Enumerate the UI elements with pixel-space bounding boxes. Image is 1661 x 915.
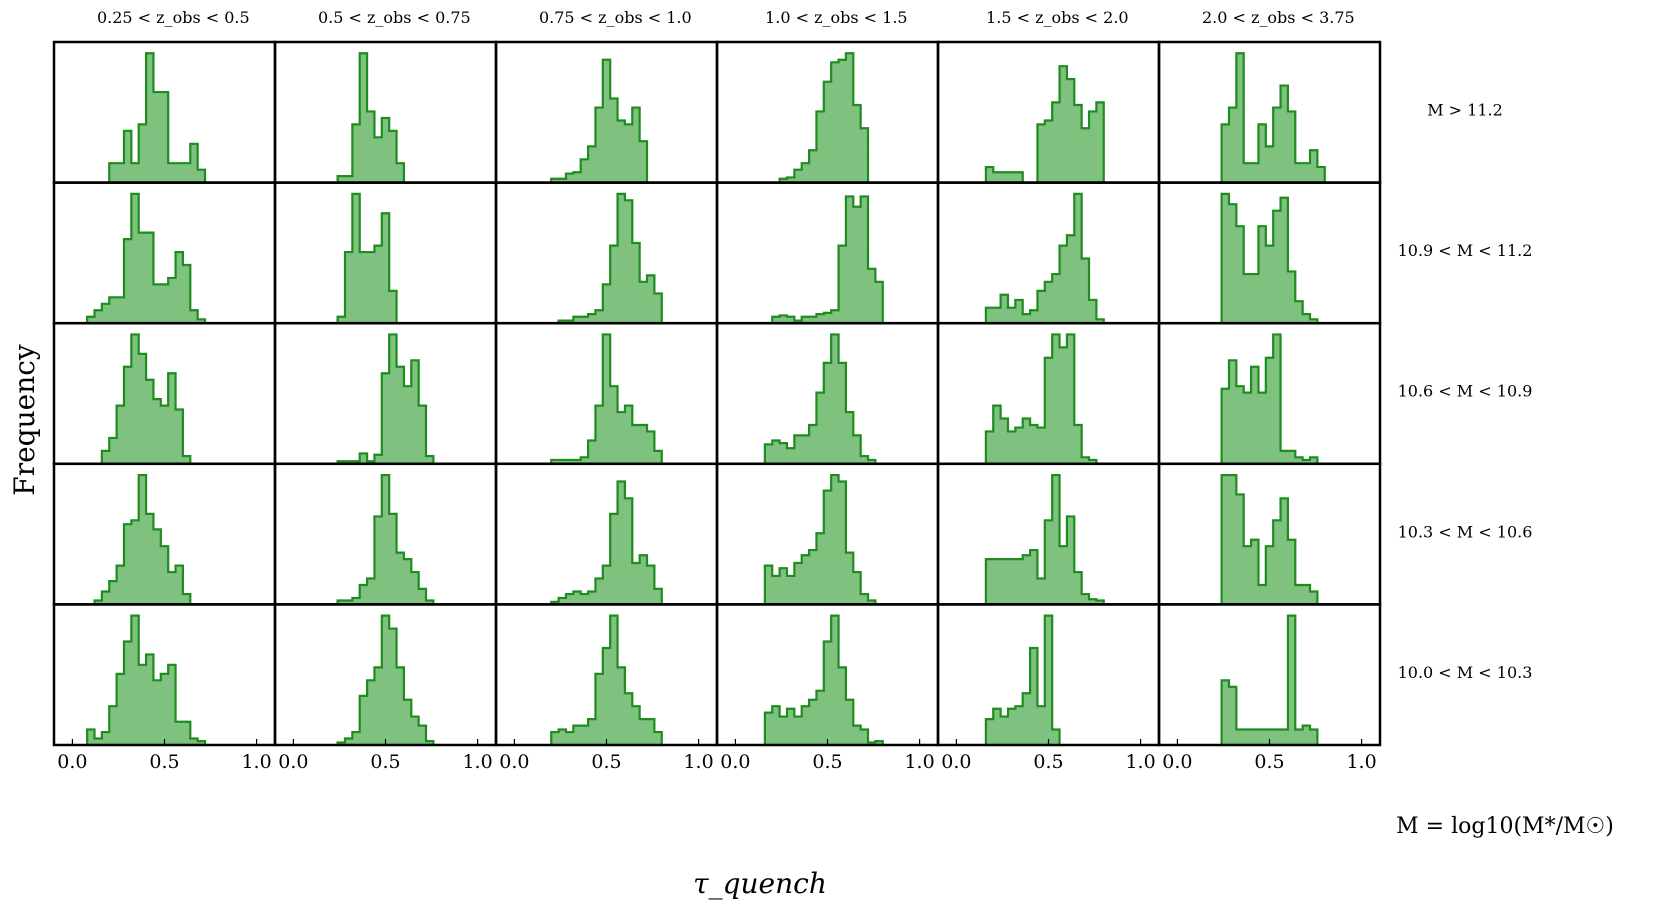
histogram-r0-c5 xyxy=(1220,52,1326,184)
x-tick-label: 0.5 xyxy=(1254,751,1284,773)
panel-r4-c2 xyxy=(494,603,719,747)
panel-r1-c2 xyxy=(494,181,719,325)
histogram-r1-c4 xyxy=(984,192,1105,325)
x-tick-label: 1.0 xyxy=(241,751,271,773)
panel-r1-c1 xyxy=(273,181,498,325)
column-titles: 0.25 < z_obs < 0.5 0.5 < z_obs < 0.75 0.75… xyxy=(97,8,1355,27)
x-tick-label: 0.0 xyxy=(499,751,529,773)
x-tick-label: 1.0 xyxy=(1125,751,1155,773)
histogram-r2-c2 xyxy=(550,333,663,465)
x-tick-label: 0.5 xyxy=(149,751,179,773)
column-title: 2.0 < z_obs < 3.75 xyxy=(1202,8,1355,27)
y-axis-label: Frequency xyxy=(8,344,41,496)
panel-r3-c4 xyxy=(936,462,1161,606)
panel-r1-c0 xyxy=(52,181,277,325)
histogram-r0-c1 xyxy=(336,52,406,184)
histogram-r0-c3 xyxy=(778,52,870,184)
histogram-r1-c2 xyxy=(557,192,663,325)
histogram-r2-c0 xyxy=(100,333,192,465)
row-labels: M > 11.2 10.9 < M < 11.2 10.6 < M < 10.9 10… xyxy=(1398,100,1533,681)
column-title: 1.5 < z_obs < 2.0 xyxy=(986,8,1129,27)
histogram-r1-c0 xyxy=(86,192,207,325)
panel-r2-c2 xyxy=(494,321,719,466)
row-label: 10.6 < M < 10.9 xyxy=(1398,382,1533,401)
panel-r4-c4 xyxy=(936,603,1161,747)
panel-r4-c0 xyxy=(52,603,277,747)
panel-r2-c3 xyxy=(715,321,940,466)
histogram-r2-c5 xyxy=(1220,333,1319,465)
histogram-r4-c5 xyxy=(1220,614,1319,747)
x-tick-label: 1.0 xyxy=(683,751,713,773)
column-title: 0.75 < z_obs < 1.0 xyxy=(539,8,692,27)
panel-r4-c5 xyxy=(1157,603,1382,747)
x-tick-label: 0.0 xyxy=(278,751,308,773)
x-tick-label: 0.5 xyxy=(1033,751,1063,773)
x-tick-label: 1.0 xyxy=(462,751,492,773)
panel-r0-c1 xyxy=(273,40,498,184)
panel-r3-c5 xyxy=(1157,462,1382,606)
panel-r3-c0 xyxy=(52,462,277,606)
row-label: 10.9 < M < 11.2 xyxy=(1398,241,1533,260)
x-tick-label: 0.0 xyxy=(720,751,750,773)
panel-r3-c3 xyxy=(715,462,940,606)
panel-r0-c5 xyxy=(1157,40,1382,184)
panel-r2-c1 xyxy=(273,321,498,466)
histogram-r3-c5 xyxy=(1220,473,1319,606)
x-tick-label: 0.0 xyxy=(57,751,87,773)
x-axis-label: τ_quench xyxy=(693,867,827,900)
column-title: 1.0 < z_obs < 1.5 xyxy=(765,8,908,27)
panels-layer xyxy=(52,40,1382,747)
panel-r3-c2 xyxy=(494,462,719,606)
histogram-r4-c1 xyxy=(336,614,435,747)
panel-r1-c5 xyxy=(1157,181,1382,325)
histogram-r4-c0 xyxy=(86,614,207,747)
x-tick-label: 0.5 xyxy=(812,751,842,773)
histogram-r1-c3 xyxy=(771,195,884,325)
panel-r3-c1 xyxy=(273,462,498,606)
panel-r1-c3 xyxy=(715,181,940,325)
histogram-r3-c1 xyxy=(336,473,435,606)
panel-r0-c2 xyxy=(494,40,719,184)
histogram-r0-c4 xyxy=(984,65,1105,184)
x-tick-label: 1.0 xyxy=(904,751,934,773)
x-tick-label: 0.0 xyxy=(941,751,971,773)
panel-r4-c3 xyxy=(715,603,940,747)
x-tick-labels: 0.0 0.5 1.0 0.0 0.5 1.0 0.0 0.5 1.0 0.0 0.5 1.0 0.0 0… xyxy=(57,751,1376,773)
panel-frame xyxy=(715,181,940,325)
histogram-r3-c0 xyxy=(93,473,192,606)
histogram-r4-c4 xyxy=(984,614,1061,747)
histogram-r2-c4 xyxy=(984,333,1098,465)
histogram-r2-c1 xyxy=(336,333,435,465)
histogram-r3-c4 xyxy=(984,473,1105,606)
row-label: 10.3 < M < 10.6 xyxy=(1398,522,1533,541)
histogram-r0-c2 xyxy=(550,58,649,184)
histogram-r0-c0 xyxy=(108,52,207,184)
row-label: M > 11.2 xyxy=(1427,100,1503,119)
panel-r1-c4 xyxy=(936,181,1161,325)
x-tick-label: 0.5 xyxy=(591,751,621,773)
histogram-r2-c3 xyxy=(763,333,877,465)
panel-r0-c4 xyxy=(936,40,1161,184)
histogram-r1-c1 xyxy=(336,192,398,325)
panel-r0-c3 xyxy=(715,40,940,184)
histogram-r1-c5 xyxy=(1220,192,1319,325)
column-title: 0.5 < z_obs < 0.75 xyxy=(318,8,471,27)
panel-r2-c4 xyxy=(936,321,1161,466)
x-tick-label: 1.0 xyxy=(1346,751,1376,773)
x-tick-label: 0.0 xyxy=(1162,751,1192,773)
x-tick-label: 0.5 xyxy=(370,751,400,773)
histogram-r4-c2 xyxy=(550,614,663,747)
histogram-r3-c2 xyxy=(550,480,663,606)
panel-r4-c1 xyxy=(273,603,498,747)
row-label: 10.0 < M < 10.3 xyxy=(1398,663,1533,682)
column-title: 0.25 < z_obs < 0.5 xyxy=(97,8,250,27)
mass-definition-label: M = log10(M*/M☉) xyxy=(1396,814,1614,839)
histogram-r3-c3 xyxy=(763,473,877,606)
panel-r0-c0 xyxy=(52,40,277,184)
panel-frame xyxy=(1157,603,1382,747)
panel-r2-c5 xyxy=(1157,321,1382,466)
panel-r2-c0 xyxy=(52,321,277,466)
histogram-r4-c3 xyxy=(763,614,884,747)
